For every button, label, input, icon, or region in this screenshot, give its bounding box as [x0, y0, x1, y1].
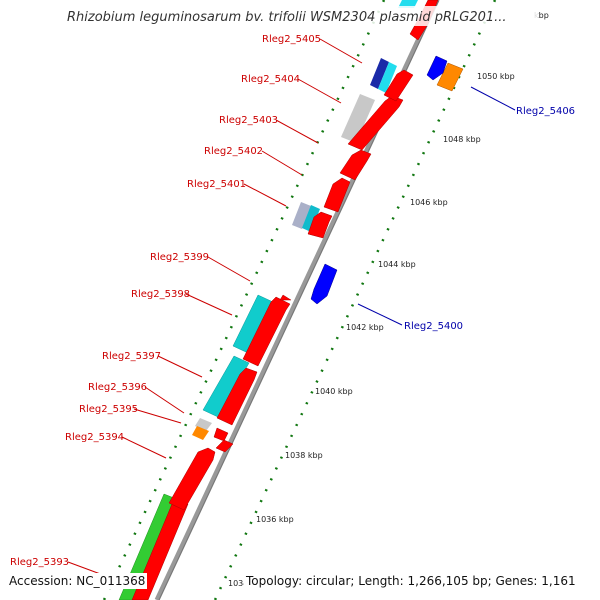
cds-rleg2-5394	[168, 447, 216, 511]
gene-label-rleg2-5404[interactable]: Rleg2_5404	[241, 74, 300, 85]
tick-label: kbp	[534, 11, 549, 20]
blast-hit-orange-small	[192, 426, 209, 440]
leader-line	[243, 183, 287, 207]
gene-label-rleg2-5401[interactable]: Rleg2_5401	[187, 179, 246, 190]
gene-label-rleg2-5394[interactable]: Rleg2_5394	[65, 432, 124, 443]
map-title: Rhizobium leguminosarum bv. trifolii WSM…	[67, 10, 507, 25]
cds-rleg2-5401	[307, 211, 333, 239]
leader-line	[185, 293, 233, 316]
cds-rleg2-5396	[215, 439, 234, 453]
tick-label: 1040 kbp	[315, 387, 353, 396]
gene-label-rleg2-5400[interactable]: Rleg2_5400	[404, 321, 463, 332]
gene-label-rleg2-5397[interactable]: Rleg2_5397	[102, 351, 161, 362]
leader-line	[157, 355, 203, 378]
tick-label: 1036 kbp	[256, 515, 294, 524]
cds-rleg2-5395	[213, 427, 229, 442]
blast-hit-cyan-5401	[302, 205, 320, 232]
cds-rleg2-5397	[216, 367, 258, 426]
tick-label: 1042 kbp	[346, 323, 384, 332]
gene-labels: Rleg2_5393 Rleg2_5394 Rleg2_5395 Rleg2_5…	[10, 34, 575, 568]
similarity-track	[118, 0, 464, 600]
cds-rleg2-5399	[279, 294, 292, 301]
leader-line	[207, 256, 251, 282]
blast-hit-orange-5406	[436, 62, 464, 92]
gene-label-rleg2-5398[interactable]: Rleg2_5398	[131, 289, 190, 300]
gene-label-rleg2-5395[interactable]: Rleg2_5395	[79, 404, 138, 415]
leader-lines	[67, 38, 516, 583]
accession-label: Accession: NC_011368	[7, 573, 148, 589]
outer-dotted-ring	[102, 0, 386, 600]
gene-label-rleg2-5399[interactable]: Rleg2_5399	[150, 252, 209, 263]
cds-rleg2-5403	[339, 149, 372, 181]
cds-rleg2-5400	[310, 263, 338, 305]
genome-stats-label: Topology: circular; Length: 1,266,105 bp…	[244, 573, 578, 589]
leader-line	[470, 86, 516, 111]
blast-hit-gray-5403	[341, 94, 375, 143]
leader-line	[275, 119, 319, 144]
cds-rleg2-5406	[426, 55, 448, 81]
gene-label-rleg2-5405[interactable]: Rleg2_5405	[262, 34, 321, 45]
tick-label: 1046 kbp	[410, 198, 448, 207]
leader-line	[133, 408, 182, 424]
cds-rleg2-5398	[242, 296, 291, 367]
gene-label-rleg2-5393[interactable]: Rleg2_5393	[10, 557, 69, 568]
cds-rleg2-5404	[383, 69, 414, 102]
leader-line	[121, 436, 167, 459]
tick-label: 1038 kbp	[285, 451, 323, 460]
cds-rleg2-5402	[323, 177, 351, 213]
title-backdrop	[60, 6, 538, 26]
leader-line	[297, 78, 342, 104]
reverse-cds-track	[310, 55, 448, 305]
gene-label-rleg2-5402[interactable]: Rleg2_5402	[204, 146, 263, 157]
leader-line	[144, 386, 185, 414]
blast-hit-gray-5401	[292, 202, 311, 229]
leader-line	[261, 150, 303, 176]
tick-label: 1048 kbp	[443, 135, 481, 144]
gene-label-rleg2-5406[interactable]: Rleg2_5406	[516, 106, 575, 117]
gene-label-rleg2-5403[interactable]: Rleg2_5403	[219, 115, 278, 126]
leader-line	[319, 38, 363, 64]
tick-label: 1044 kbp	[378, 260, 416, 269]
ruler: 1034 kbp 1036 kbp 1038 kbp 1040 kbp 1042…	[228, 11, 549, 588]
tick-label: 1050 kbp	[477, 72, 515, 81]
leader-line	[357, 303, 403, 326]
blast-hit-navy-5404	[370, 58, 389, 89]
gene-label-rleg2-5396[interactable]: Rleg2_5396	[88, 382, 147, 393]
forward-cds-track	[131, 0, 439, 600]
cds-rleg2-5403b	[347, 95, 404, 151]
blast-hit-cyan-5404	[378, 62, 397, 93]
